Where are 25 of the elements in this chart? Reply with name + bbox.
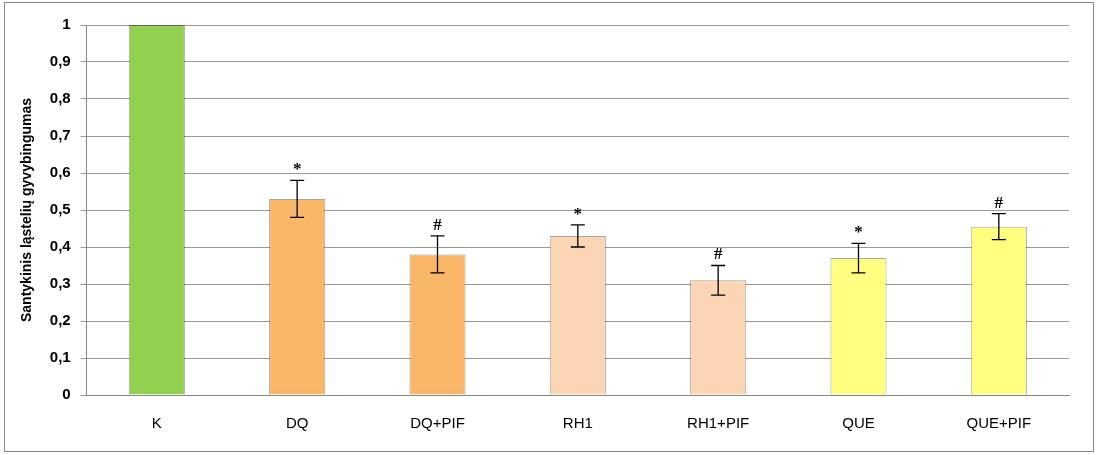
y-tick-label: 0,8 [49, 89, 71, 107]
annotation: # [994, 192, 1004, 212]
y-tick-label: 0,9 [49, 52, 71, 70]
y-tick-label: 0,1 [49, 348, 71, 366]
y-tick-label: 0,7 [49, 126, 71, 144]
y-tick-label: 0,3 [49, 274, 71, 292]
y-axis-title: Santykinis ląstelių gyvybingumas [18, 97, 35, 323]
x-tick-label: RH1 [562, 414, 593, 432]
annotation: # [433, 214, 443, 234]
annotation: # [713, 244, 723, 264]
x-tick-label: K [151, 414, 162, 432]
y-tick-label: 0,2 [49, 311, 71, 329]
y-tick-label: 0,4 [49, 237, 72, 255]
x-tick-label: DQ [285, 414, 309, 432]
x-tick-label: RH1+PIF [687, 414, 750, 432]
y-tick-label: 0 [62, 385, 71, 403]
y-tick-label: 1 [62, 15, 71, 33]
y-tick-label: 0,5 [49, 200, 71, 218]
x-tick-label: DQ+PIF [410, 414, 465, 432]
x-tick-label: QUE [842, 414, 875, 432]
x-tick-label: QUE+PIF [966, 414, 1032, 432]
annotation: * [292, 159, 302, 179]
annotation: * [573, 203, 583, 223]
annotation: * [854, 222, 863, 242]
y-tick-label: 0,6 [49, 163, 71, 181]
